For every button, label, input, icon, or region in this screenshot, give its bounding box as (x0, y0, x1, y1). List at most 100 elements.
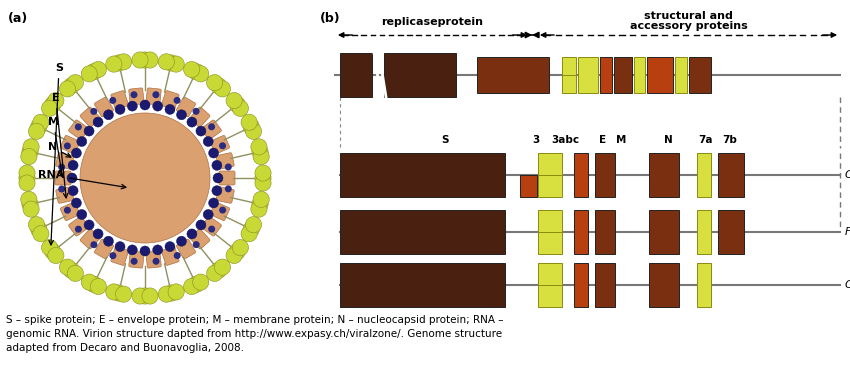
Ellipse shape (45, 96, 61, 112)
FancyBboxPatch shape (201, 216, 221, 236)
Ellipse shape (90, 241, 98, 248)
Ellipse shape (94, 117, 103, 127)
Ellipse shape (68, 186, 78, 196)
Text: 3: 3 (532, 135, 540, 145)
Ellipse shape (211, 78, 227, 94)
Ellipse shape (177, 236, 186, 246)
Ellipse shape (230, 96, 246, 112)
Ellipse shape (19, 165, 35, 181)
Ellipse shape (82, 274, 98, 290)
Ellipse shape (193, 108, 200, 115)
Ellipse shape (48, 247, 64, 264)
Ellipse shape (163, 55, 179, 71)
Text: 7a: 7a (699, 135, 713, 145)
Ellipse shape (251, 139, 267, 155)
Ellipse shape (140, 246, 150, 256)
Ellipse shape (255, 170, 271, 186)
Ellipse shape (152, 91, 160, 98)
Ellipse shape (184, 61, 200, 78)
Text: S: S (49, 63, 63, 245)
Ellipse shape (116, 54, 132, 70)
Ellipse shape (187, 117, 197, 127)
FancyBboxPatch shape (56, 187, 74, 203)
Ellipse shape (208, 226, 215, 233)
Ellipse shape (153, 101, 162, 111)
Ellipse shape (219, 207, 226, 214)
Ellipse shape (232, 100, 248, 116)
Ellipse shape (86, 276, 102, 293)
FancyBboxPatch shape (634, 57, 645, 93)
Text: M: M (48, 117, 64, 177)
FancyBboxPatch shape (94, 239, 114, 259)
Ellipse shape (60, 259, 76, 275)
Ellipse shape (188, 276, 204, 293)
Ellipse shape (173, 252, 181, 259)
Ellipse shape (226, 93, 242, 109)
Text: CCoV-I: CCoV-I (845, 170, 850, 180)
Ellipse shape (28, 217, 44, 233)
FancyBboxPatch shape (60, 202, 80, 221)
Ellipse shape (67, 265, 83, 282)
Ellipse shape (86, 63, 102, 80)
Ellipse shape (67, 75, 83, 91)
Ellipse shape (128, 101, 138, 111)
Ellipse shape (130, 91, 138, 98)
Ellipse shape (93, 126, 197, 230)
FancyBboxPatch shape (578, 57, 598, 93)
Ellipse shape (243, 119, 259, 135)
FancyBboxPatch shape (177, 239, 196, 259)
Text: N: N (664, 135, 672, 145)
Ellipse shape (211, 262, 227, 279)
FancyBboxPatch shape (146, 88, 162, 105)
FancyBboxPatch shape (69, 216, 88, 236)
FancyBboxPatch shape (574, 210, 588, 254)
FancyBboxPatch shape (538, 285, 562, 307)
Ellipse shape (241, 114, 258, 130)
FancyBboxPatch shape (477, 57, 549, 93)
FancyBboxPatch shape (340, 153, 505, 197)
FancyBboxPatch shape (216, 187, 235, 203)
Ellipse shape (20, 149, 37, 165)
Ellipse shape (252, 196, 268, 212)
Ellipse shape (64, 142, 71, 149)
FancyBboxPatch shape (649, 263, 679, 307)
FancyBboxPatch shape (216, 153, 235, 169)
FancyBboxPatch shape (177, 97, 196, 117)
Ellipse shape (214, 259, 230, 275)
Ellipse shape (168, 284, 184, 300)
Text: structural and: structural and (644, 11, 733, 21)
Ellipse shape (132, 52, 148, 68)
Ellipse shape (243, 221, 259, 237)
Ellipse shape (84, 126, 94, 136)
FancyBboxPatch shape (574, 153, 588, 197)
Ellipse shape (193, 66, 209, 82)
Ellipse shape (68, 160, 78, 170)
Ellipse shape (158, 54, 174, 70)
Ellipse shape (71, 148, 82, 158)
Ellipse shape (131, 258, 138, 265)
FancyBboxPatch shape (562, 57, 576, 75)
Text: 3abc: 3abc (551, 135, 579, 145)
Ellipse shape (224, 163, 232, 170)
Ellipse shape (94, 229, 103, 239)
FancyBboxPatch shape (110, 91, 128, 109)
Ellipse shape (230, 244, 246, 260)
Ellipse shape (64, 207, 71, 214)
Text: E: E (599, 135, 607, 145)
FancyBboxPatch shape (538, 210, 562, 232)
Text: M: M (615, 135, 626, 145)
Ellipse shape (140, 100, 150, 110)
FancyBboxPatch shape (56, 153, 74, 169)
Text: CCoV-II: CCoV-II (845, 280, 850, 290)
Ellipse shape (241, 226, 258, 242)
FancyBboxPatch shape (110, 247, 128, 265)
Ellipse shape (104, 236, 114, 246)
Text: replicaseprotein: replicaseprotein (382, 17, 484, 27)
Ellipse shape (28, 123, 44, 139)
Ellipse shape (184, 279, 200, 294)
Ellipse shape (219, 142, 226, 149)
FancyBboxPatch shape (718, 210, 744, 254)
FancyBboxPatch shape (146, 251, 162, 268)
FancyBboxPatch shape (384, 53, 456, 97)
Ellipse shape (132, 288, 148, 304)
